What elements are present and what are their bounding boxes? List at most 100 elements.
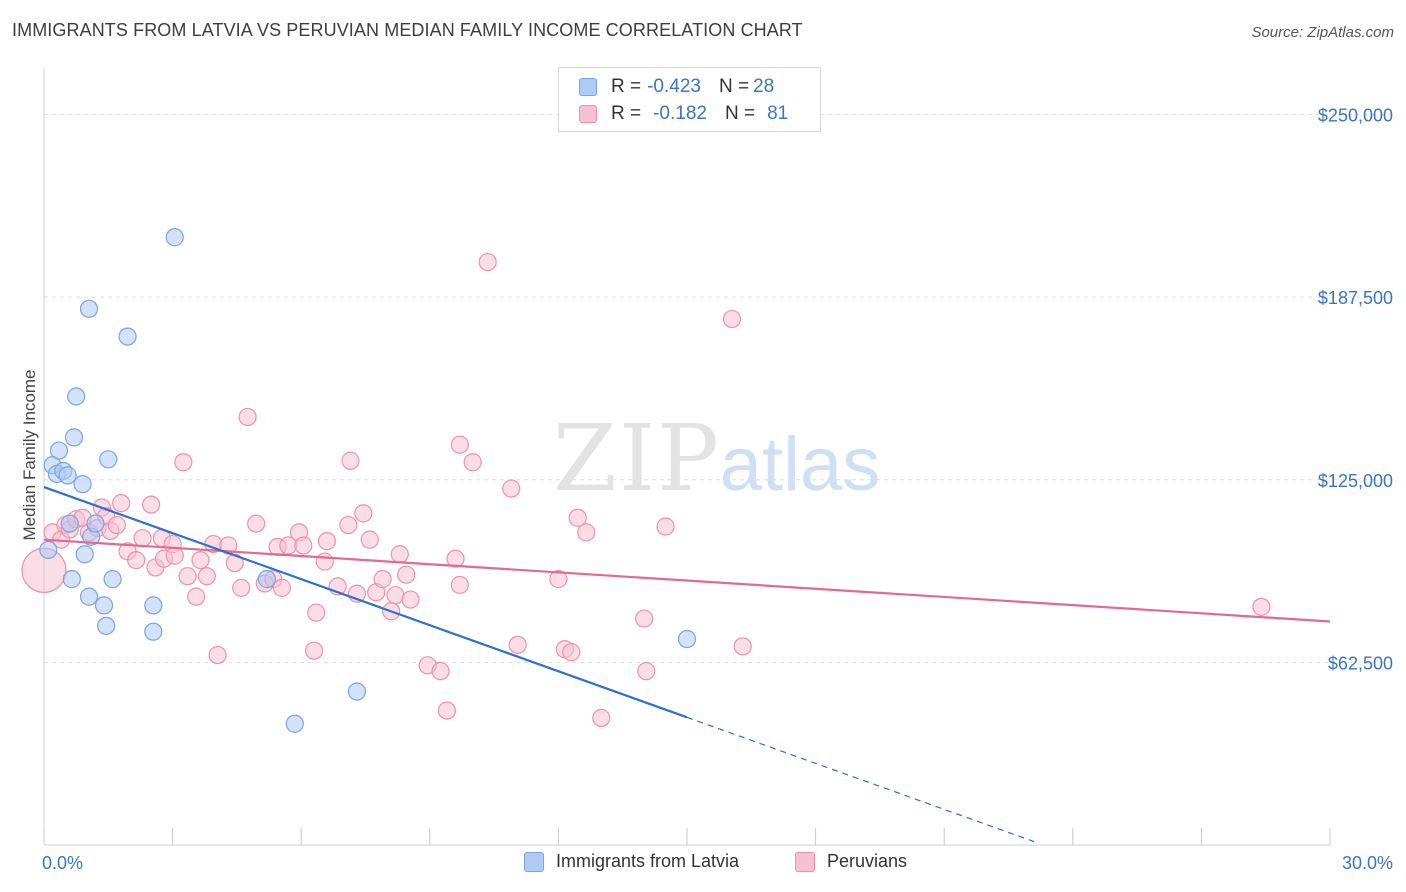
latvia-point [64,428,84,447]
latvia-point [97,616,116,635]
legend-item-peruvians[interactable]: Peruvians [795,851,907,872]
latvia-trend-line [43,486,688,719]
x-tick-labels: 0.0% 30.0% [42,853,1393,873]
latvia-point [58,466,77,485]
latvia-points [39,228,697,733]
latvia-point [285,714,304,733]
peruvians-point [373,570,392,589]
latvia-point [94,596,114,615]
latvia-point [347,682,367,701]
chart-title: IMMIGRANTS FROM LATVIA VS PERUVIAN MEDIA… [12,20,803,40]
series-legend: Immigrants from Latvia Peruvians [0,851,1406,877]
peruvians-point [568,508,587,527]
latvia-point [103,570,122,589]
legend-label-peruvians: Peruvians [827,851,908,871]
peruvians-point [390,545,409,564]
axes [43,68,1331,846]
legend-n-label: N = [724,103,756,124]
latvia-point [39,540,58,559]
latvia-point [257,570,277,589]
latvia-point [49,441,69,460]
legend-item-latvia[interactable]: Immigrants from Latvia [524,851,739,872]
peruvians-trend-line [43,538,1331,623]
latvia-point [144,596,163,615]
peruvians-point [431,662,450,681]
peruvians-point [463,453,482,472]
latvia-trend-extension [686,716,1035,843]
peruvians-point [450,435,469,454]
peruvians-point [446,549,465,568]
watermark-zip: ZIP [553,405,721,512]
peruvians-point [142,495,161,514]
peruvians-point [307,603,326,622]
peruvians-point [733,637,752,656]
peruvians-point [397,565,416,584]
latvia-point [79,587,99,606]
peruvians-point [339,515,358,535]
latvia-point [144,622,163,641]
y-tick-label: $125,000 [1318,471,1393,491]
peruvians-point [315,552,334,571]
peruvians-point [637,662,656,681]
latvia-point [86,514,105,533]
latvia-point [99,450,118,469]
legend-label-latvia: Immigrants from Latvia [556,851,740,871]
legend-swatch-latvia [524,851,544,872]
peruvians-point [178,567,197,586]
legend-n-value: 81 [767,103,789,124]
grid-lines [44,114,1394,663]
peruvians-point [592,708,611,727]
peruvians-point [317,532,337,551]
peruvians-point [360,530,379,549]
trend-lines [43,486,1331,843]
latvia-point [118,327,137,346]
legend-r-value: -0.423 [647,76,701,97]
y-tick-label: $62,500 [1328,653,1393,673]
peruvians-point [272,578,292,597]
peruvians-point [208,645,227,665]
peruvians-point [508,635,527,654]
latvia-point [79,299,99,318]
peruvians-point [304,641,324,660]
latvia-point [62,570,81,589]
peruvians-point [1252,597,1271,616]
latvia-point [75,545,94,564]
latvia-point [67,387,86,406]
watermark-atlas: atlas [720,422,881,507]
peruvians-point [450,575,469,595]
legend-r-label: R = [611,103,642,124]
legend-swatch-peruvians [795,851,815,872]
peruvians-point [191,551,210,570]
legend-swatch-latvia [579,78,597,96]
latvia-point [677,629,697,649]
peruvians-point [107,515,126,535]
legend-n-label: N = [718,76,750,97]
peruvians-point [386,586,405,605]
peruvians-point [437,701,457,720]
peruvians-point [133,529,152,548]
x-tick-label-min: 0.0% [42,853,83,873]
peruvians-point [577,523,596,542]
peruvians-point [562,643,581,662]
legend-r-value: -0.182 [653,103,707,124]
peruvians-points [21,252,1271,727]
y-tick-label: $250,000 [1318,106,1393,126]
legend-row-latvia: R = -0.423 N = 28 [579,75,774,99]
peruvians-point [341,451,360,470]
peruvians-point [478,252,497,272]
peruvians-point [238,407,257,427]
peruvians-point [354,504,373,523]
peruvians-point [502,479,521,498]
peruvians-point [247,514,266,533]
peruvians-point [401,590,420,609]
peruvians-point [165,546,184,565]
peruvians-point [174,453,193,472]
legend-r-label: R = [611,76,642,97]
peruvians-point [635,609,654,628]
zipatlas-watermark: ZIP atlas [553,405,880,512]
y-tick-label: $187,500 [1318,288,1393,308]
latvia-point [60,514,79,533]
legend-n-value: 28 [753,76,775,97]
stats-legend: R = -0.423 N = 28 R = -0.182 N = 81 [558,67,821,132]
